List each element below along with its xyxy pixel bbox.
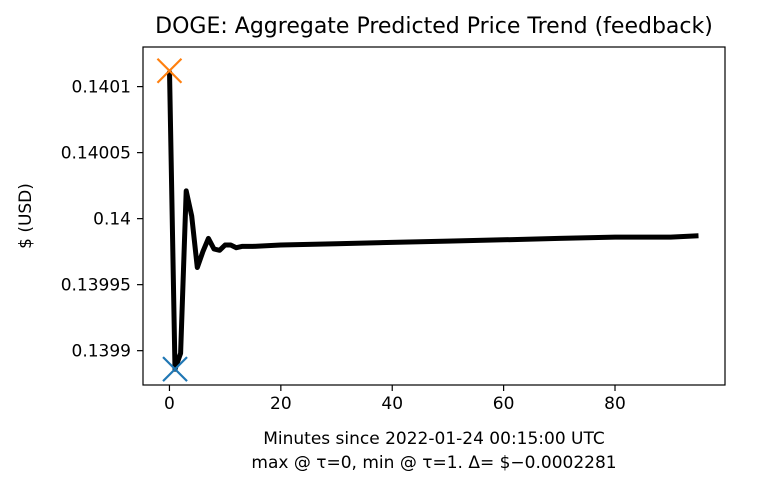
x-tick-label: 20: [270, 394, 292, 414]
min-marker: [162, 356, 188, 382]
y-tick-label: 0.13995: [61, 276, 131, 296]
y-tick-label: 0.1399: [72, 342, 131, 362]
series-layer: [167, 70, 699, 372]
chart-title: DOGE: Aggregate Predicted Price Trend (f…: [155, 14, 713, 39]
x-tick-label: 40: [381, 394, 403, 414]
y-tick-label: 0.14: [93, 210, 131, 230]
marker-layer: [156, 57, 188, 382]
x-tick-label: 80: [604, 394, 626, 414]
price-trend-line: [167, 70, 699, 372]
plot-frame: [142, 46, 726, 386]
y-tick-label: 0.14005: [61, 144, 131, 164]
y-axis-label: $ (USD): [16, 183, 36, 249]
x-axis-label-line2: max @ τ=0, min @ τ=1. Δ= $−0.0002281: [251, 453, 616, 473]
y-tick-label: 0.1401: [72, 78, 131, 98]
plot-area: [143, 47, 725, 385]
y-axis: 0.1399 0.13995 0.14 0.14005 0.1401: [61, 78, 143, 362]
x-tick-label: 60: [493, 394, 515, 414]
max-marker: [156, 57, 183, 84]
x-tick-label: 0: [164, 394, 175, 414]
x-axis-label: Minutes since 2022-01-24 00:15:00 UTC: [263, 429, 605, 449]
x-axis: 0 20 40 60 80: [164, 385, 626, 414]
